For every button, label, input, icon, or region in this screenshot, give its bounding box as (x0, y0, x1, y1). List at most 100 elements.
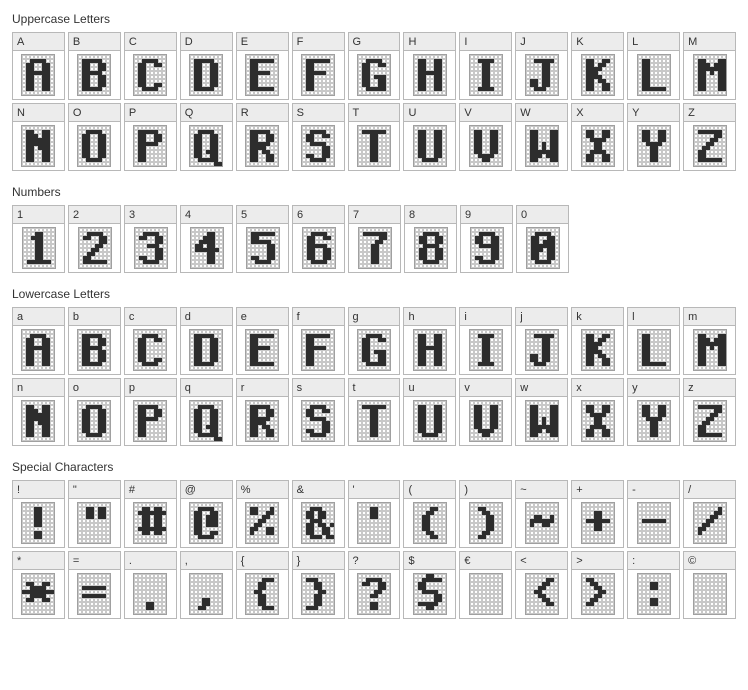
char-cell[interactable]: H (403, 32, 456, 100)
char-cell[interactable]: - (627, 480, 680, 548)
char-cell[interactable]: Q (180, 103, 233, 171)
char-glyph (516, 326, 567, 374)
char-cell[interactable]: e (236, 307, 289, 375)
char-cell[interactable]: } (292, 551, 345, 619)
char-cell[interactable]: W (515, 103, 568, 171)
char-cell[interactable]: @ (180, 480, 233, 548)
char-label: ? (349, 552, 400, 570)
char-cell[interactable]: k (571, 307, 624, 375)
char-cell[interactable]: 9 (460, 205, 513, 273)
char-cell[interactable]: i (459, 307, 512, 375)
char-cell[interactable]: B (68, 32, 121, 100)
char-cell[interactable]: ( (403, 480, 456, 548)
char-cell[interactable]: t (348, 378, 401, 446)
char-cell[interactable]: v (459, 378, 512, 446)
char-cell[interactable]: T (348, 103, 401, 171)
char-cell[interactable]: = (68, 551, 121, 619)
char-cell[interactable]: " (68, 480, 121, 548)
char-cell[interactable]: 0 (516, 205, 569, 273)
char-cell[interactable]: 8 (404, 205, 457, 273)
char-cell[interactable]: E (236, 32, 289, 100)
char-cell[interactable]: < (515, 551, 568, 619)
char-cell[interactable]: 2 (68, 205, 121, 273)
char-label: k (572, 308, 623, 326)
char-label: : (628, 552, 679, 570)
char-glyph (572, 397, 623, 445)
char-cell[interactable]: & (292, 480, 345, 548)
char-cell[interactable]: 6 (292, 205, 345, 273)
char-cell[interactable]: ? (348, 551, 401, 619)
char-cell[interactable]: P (124, 103, 177, 171)
char-cell[interactable]: S (292, 103, 345, 171)
char-cell[interactable]: 7 (348, 205, 401, 273)
char-cell[interactable]: + (571, 480, 624, 548)
char-cell[interactable]: 4 (180, 205, 233, 273)
char-cell[interactable]: , (180, 551, 233, 619)
char-cell[interactable]: z (683, 378, 736, 446)
char-label: f (293, 308, 344, 326)
char-cell[interactable]: f (292, 307, 345, 375)
char-cell[interactable]: s (292, 378, 345, 446)
char-cell[interactable]: R (236, 103, 289, 171)
char-cell[interactable]: J (515, 32, 568, 100)
char-label: c (125, 308, 176, 326)
char-cell[interactable]: a (12, 307, 65, 375)
char-cell[interactable]: Z (683, 103, 736, 171)
char-cell[interactable]: l (627, 307, 680, 375)
char-cell[interactable]: U (403, 103, 456, 171)
char-cell[interactable]: * (12, 551, 65, 619)
char-cell[interactable]: u (403, 378, 456, 446)
char-cell[interactable]: m (683, 307, 736, 375)
char-glyph (237, 397, 288, 445)
char-label: " (69, 481, 120, 499)
char-cell[interactable]: Y (627, 103, 680, 171)
char-cell[interactable]: y (627, 378, 680, 446)
char-cell[interactable]: o (68, 378, 121, 446)
char-cell[interactable]: d (180, 307, 233, 375)
char-cell[interactable]: F (292, 32, 345, 100)
char-cell[interactable]: G (348, 32, 401, 100)
char-cell[interactable]: D (180, 32, 233, 100)
char-cell[interactable]: q (180, 378, 233, 446)
char-cell[interactable]: x (571, 378, 624, 446)
char-cell[interactable]: 5 (236, 205, 289, 273)
char-cell[interactable]: h (403, 307, 456, 375)
char-cell[interactable]: . (124, 551, 177, 619)
char-cell[interactable]: X (571, 103, 624, 171)
char-cell[interactable]: I (459, 32, 512, 100)
char-cell[interactable]: N (12, 103, 65, 171)
char-cell[interactable]: ~ (515, 480, 568, 548)
char-cell[interactable]: ) (459, 480, 512, 548)
char-cell[interactable]: / (683, 480, 736, 548)
char-cell[interactable]: g (348, 307, 401, 375)
char-cell[interactable]: K (571, 32, 624, 100)
char-cell[interactable]: 1 (12, 205, 65, 273)
char-cell[interactable]: c (124, 307, 177, 375)
char-cell[interactable]: 3 (124, 205, 177, 273)
char-cell[interactable]: ! (12, 480, 65, 548)
char-cell[interactable]: V (459, 103, 512, 171)
char-cell[interactable]: C (124, 32, 177, 100)
font-character-map: Uppercase LettersABCDEFGHIJKLMNOPQRSTUVW… (12, 12, 736, 619)
char-cell[interactable]: : (627, 551, 680, 619)
char-cell[interactable]: % (236, 480, 289, 548)
char-cell[interactable]: O (68, 103, 121, 171)
char-cell[interactable]: M (683, 32, 736, 100)
char-glyph (404, 499, 455, 547)
char-cell[interactable]: $ (403, 551, 456, 619)
char-cell[interactable]: > (571, 551, 624, 619)
char-label: N (13, 104, 64, 122)
char-cell[interactable]: { (236, 551, 289, 619)
char-cell[interactable]: L (627, 32, 680, 100)
char-cell[interactable]: A (12, 32, 65, 100)
char-cell[interactable]: © (683, 551, 736, 619)
char-cell[interactable]: ' (348, 480, 401, 548)
char-cell[interactable]: b (68, 307, 121, 375)
char-cell[interactable]: r (236, 378, 289, 446)
char-cell[interactable]: w (515, 378, 568, 446)
char-cell[interactable]: n (12, 378, 65, 446)
char-cell[interactable]: € (459, 551, 512, 619)
char-cell[interactable]: p (124, 378, 177, 446)
char-cell[interactable]: # (124, 480, 177, 548)
char-cell[interactable]: j (515, 307, 568, 375)
